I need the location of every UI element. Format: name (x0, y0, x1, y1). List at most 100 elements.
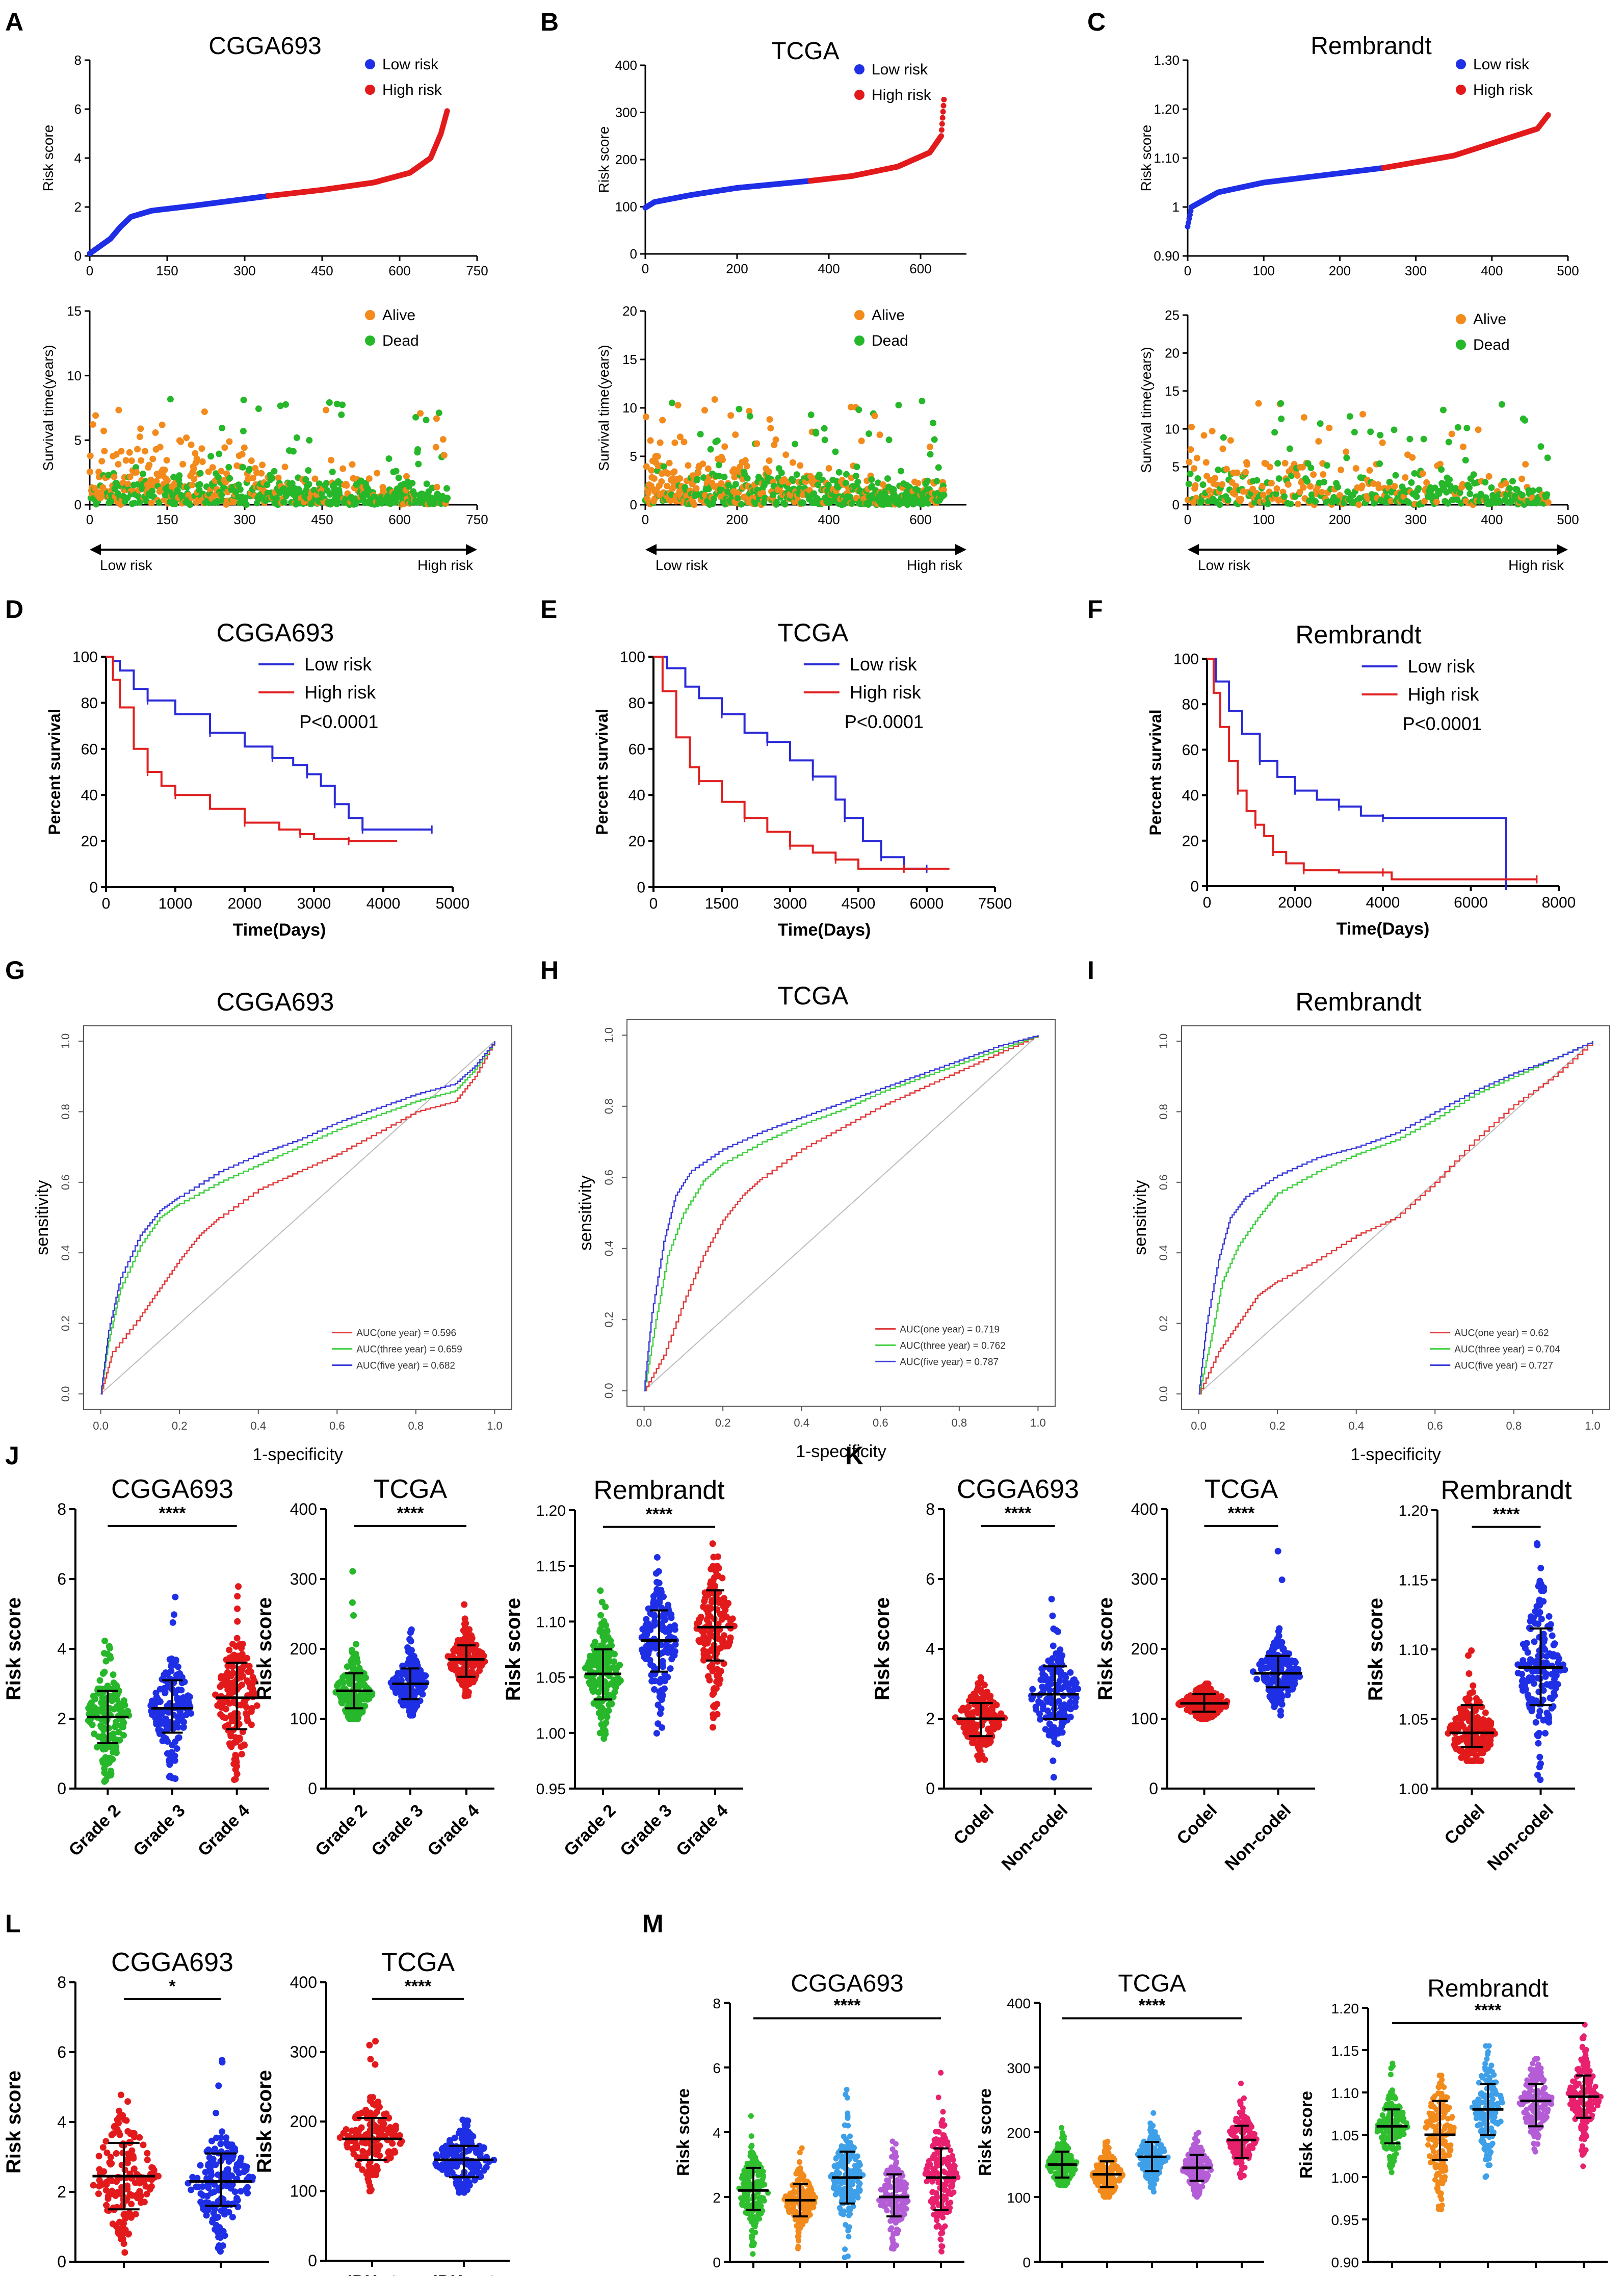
x-tick-label: 600 (388, 263, 410, 278)
y-tick-label: 60 (81, 741, 98, 758)
y-axis-label: Risk score (3, 1597, 25, 1700)
y-tick-label: 40 (1182, 787, 1199, 804)
data-point (236, 1735, 243, 1742)
y-tick-label: 20 (628, 833, 645, 850)
y-tick-label: 1.0 (59, 1033, 72, 1049)
data-point (163, 1735, 170, 1742)
data-point (323, 480, 330, 487)
data-point (305, 481, 312, 488)
y-tick-label: 200 (290, 1640, 317, 1658)
data-point (1544, 454, 1551, 461)
arrow-label-high: High risk (417, 557, 474, 573)
data-point (1317, 420, 1324, 427)
data-point (1320, 479, 1327, 486)
data-point (855, 406, 862, 413)
data-point (240, 428, 247, 435)
x-tick-label: 300 (233, 263, 255, 278)
data-point (305, 467, 312, 474)
category-label: Grade 4 (194, 1801, 253, 1860)
data-point (241, 444, 248, 451)
y-tick-label: 80 (1182, 696, 1199, 713)
data-point (440, 452, 448, 459)
data-point (231, 1776, 238, 1783)
data-point (1346, 413, 1353, 420)
data-point (914, 480, 922, 487)
data-point (1271, 429, 1278, 436)
data-point (110, 1730, 117, 1738)
data-point (171, 1752, 178, 1760)
data-point (657, 439, 664, 446)
data-point (1433, 498, 1440, 505)
x-tick-label: 0 (102, 895, 111, 912)
data-point (919, 397, 926, 404)
y-tick-label: 20 (622, 303, 637, 319)
data-point (128, 457, 135, 464)
data-point (347, 1713, 354, 1720)
data-point (328, 457, 335, 464)
x-tick-label: 200 (726, 512, 748, 527)
data-point (221, 444, 228, 451)
data-point (1409, 454, 1416, 461)
data-point (196, 481, 203, 488)
data-point (133, 469, 140, 476)
legend-label: AUC(one year) = 0.596 (356, 1328, 456, 1339)
data-point (103, 1703, 110, 1711)
x-tick-label: 150 (156, 512, 178, 527)
data-point (306, 437, 313, 444)
data-point (229, 1684, 236, 1691)
data-point (697, 431, 704, 438)
data-point (1224, 497, 1232, 504)
data-point (353, 1641, 360, 1648)
data-point (650, 475, 658, 482)
legend-marker (365, 335, 375, 346)
data-point (1463, 425, 1471, 432)
x-tick-label: 100 (1253, 512, 1275, 527)
y-axis-label: sensitivity (576, 1175, 595, 1250)
data-point (281, 463, 289, 471)
x-tick-label: 1.0 (1030, 1416, 1046, 1429)
data-point (418, 1671, 426, 1678)
y-tick-label: 100 (290, 1710, 317, 1728)
data-point (104, 1650, 111, 1658)
data-point (234, 1618, 241, 1625)
data-point (766, 457, 773, 464)
data-point (433, 415, 440, 422)
data-point (1338, 467, 1345, 474)
y-tick-label: 0.8 (1157, 1104, 1170, 1120)
data-point (1379, 439, 1386, 446)
data-point (124, 1708, 132, 1715)
x-tick-label: 0.2 (1270, 1419, 1286, 1432)
chart-title: TCGA (778, 618, 849, 647)
legend-marker (1456, 59, 1466, 69)
p-value: P<0.0001 (299, 711, 378, 732)
data-point (1485, 473, 1492, 480)
data-point (149, 455, 156, 462)
data-point (290, 448, 297, 455)
data-point (113, 1749, 120, 1756)
data-point (753, 440, 761, 447)
data-point (162, 1689, 169, 1696)
data-point (1543, 491, 1551, 498)
panel-letter: H (540, 956, 559, 985)
x-tick-label: 0.0 (636, 1416, 652, 1429)
data-point (1465, 484, 1473, 491)
data-point (120, 1731, 127, 1739)
data-point (197, 470, 204, 477)
data-point (1454, 424, 1461, 431)
data-point (1377, 432, 1384, 439)
data-point (433, 483, 440, 490)
data-point (782, 451, 790, 458)
x-tick-label: 600 (909, 261, 931, 276)
data-point (1287, 500, 1294, 507)
x-tick-label: 4500 (842, 895, 876, 912)
data-point (365, 475, 373, 482)
data-point (271, 468, 278, 475)
data-point (1237, 496, 1244, 503)
data-point (938, 127, 945, 133)
y-tick-label: 0.4 (603, 1240, 615, 1256)
y-tick-label: 40 (81, 787, 98, 804)
y-tick-label: 80 (628, 695, 645, 712)
